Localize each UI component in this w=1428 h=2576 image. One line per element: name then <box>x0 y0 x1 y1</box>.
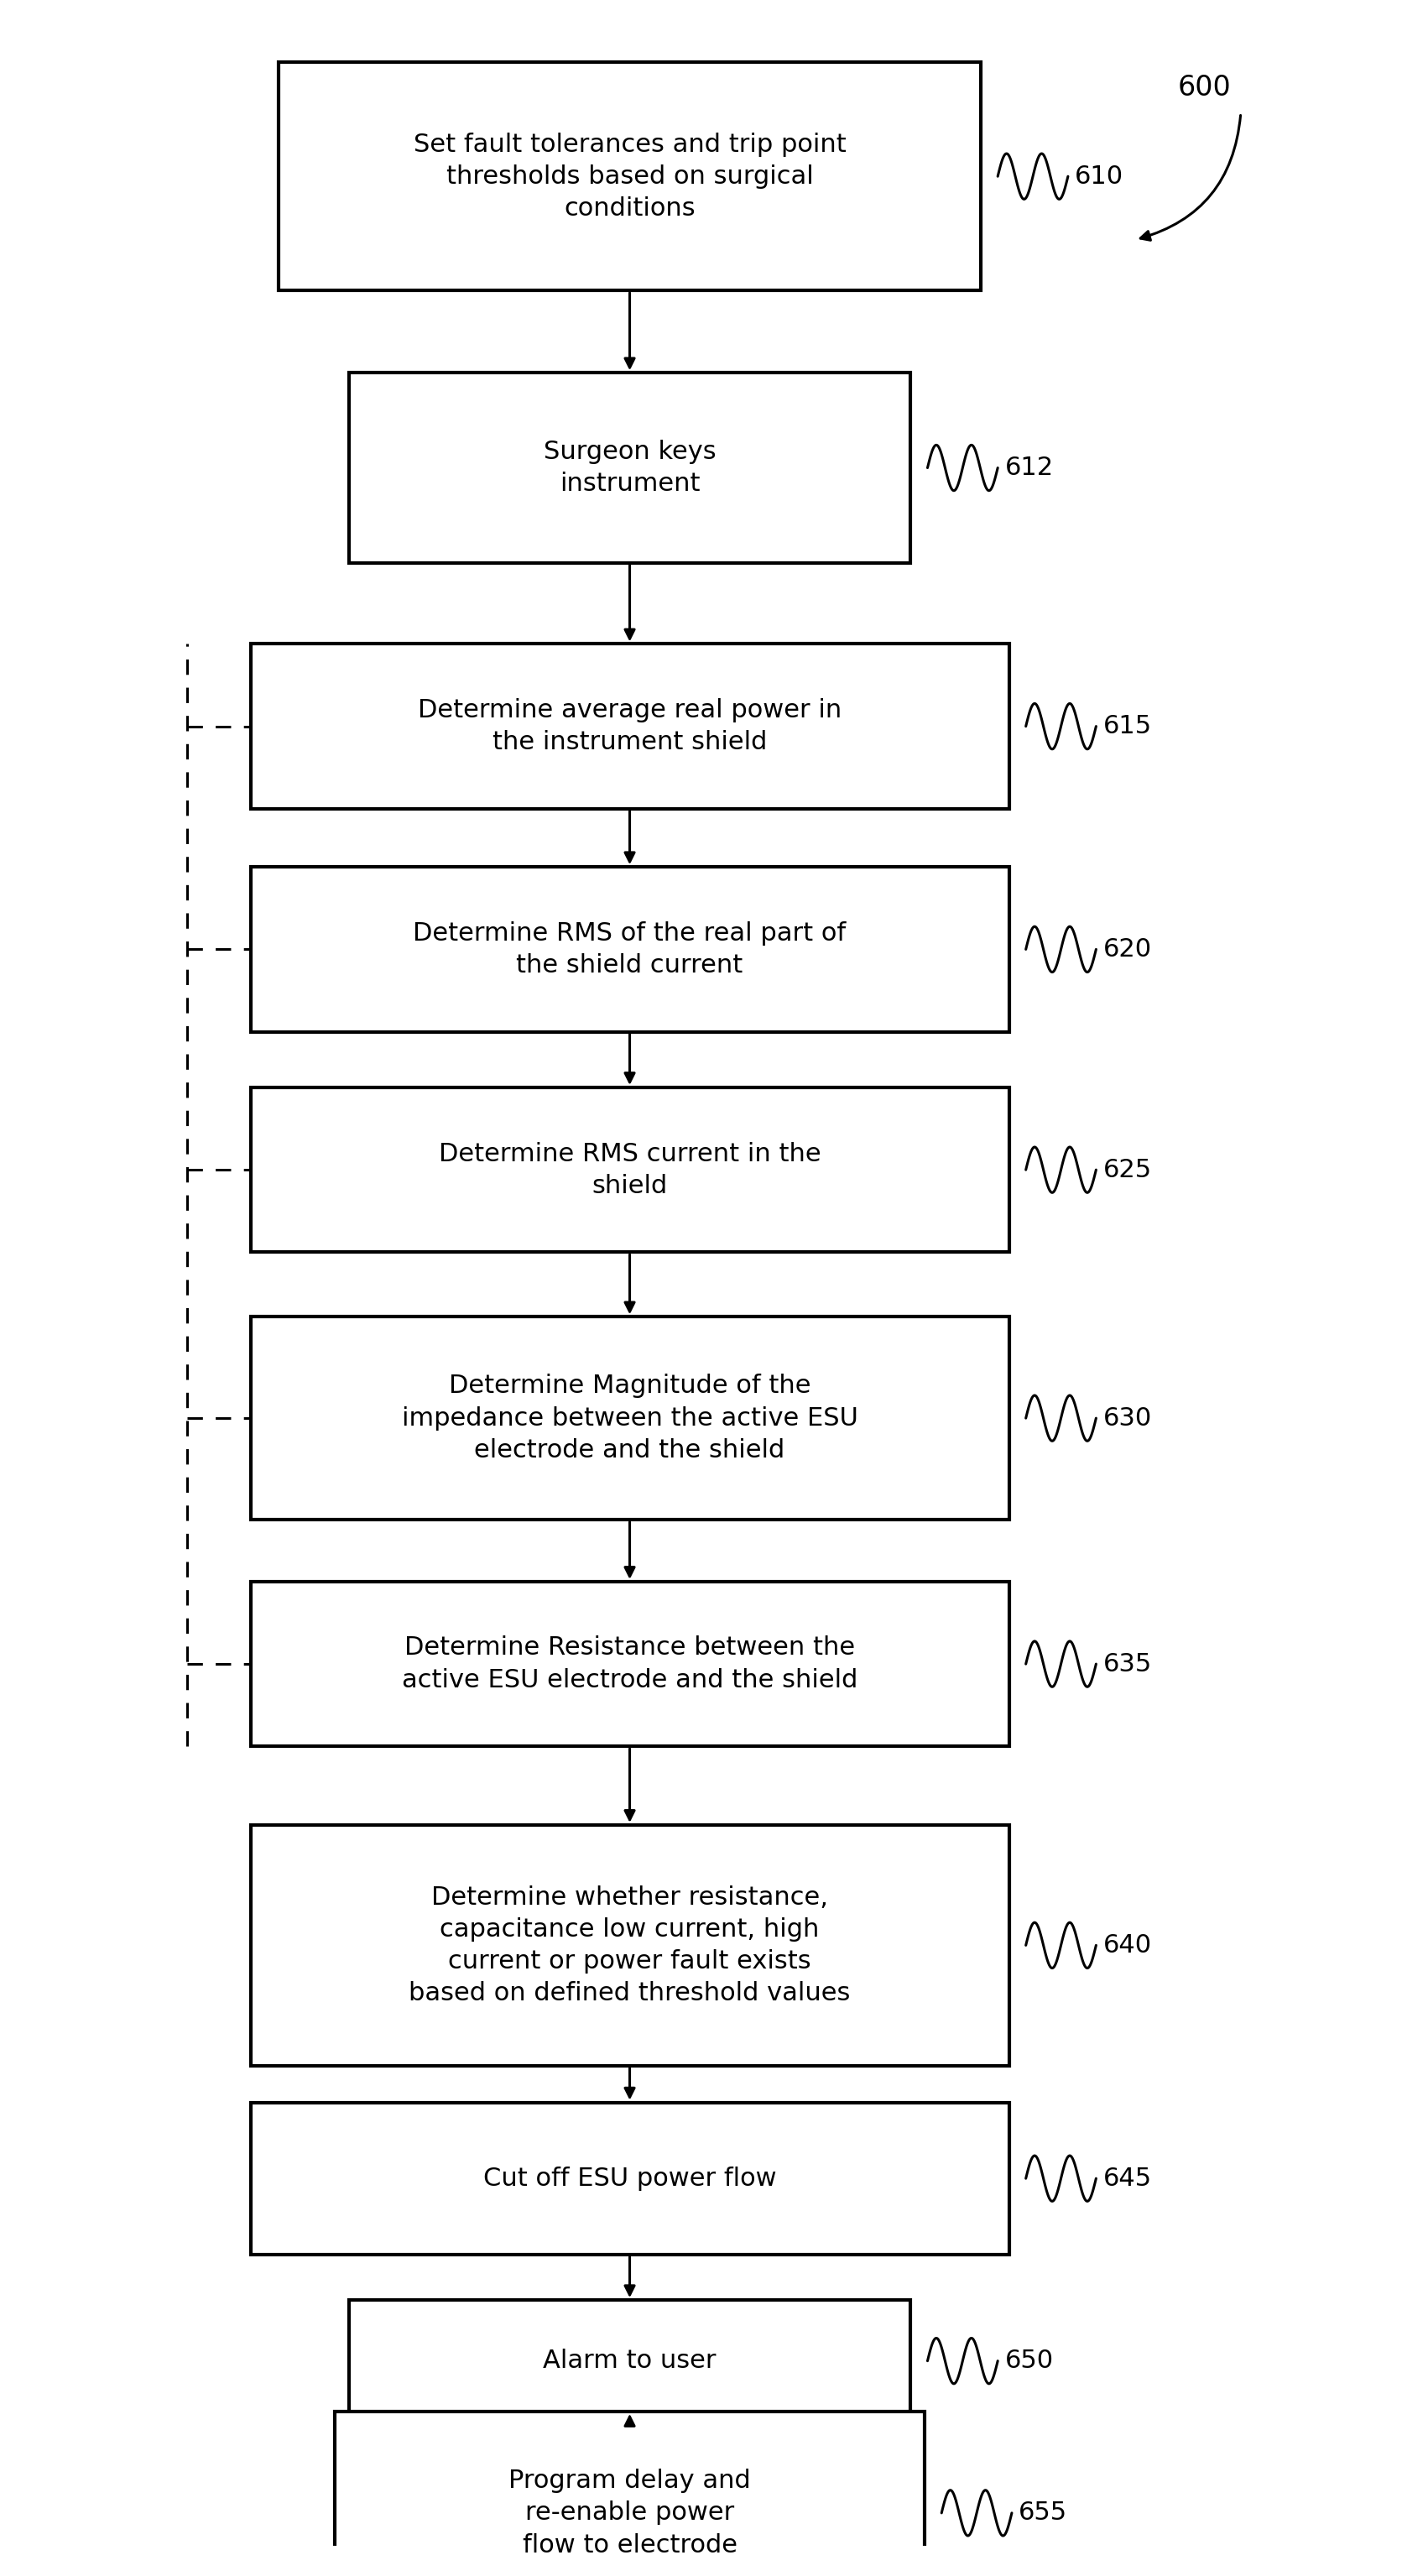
Bar <box>250 2102 1010 2254</box>
Text: Determine Magnitude of the
impedance between the active ESU
electrode and the sh: Determine Magnitude of the impedance bet… <box>401 1373 858 1463</box>
Text: Determine RMS of the real part of
the shield current: Determine RMS of the real part of the sh… <box>413 922 847 976</box>
Text: 620: 620 <box>1102 938 1152 961</box>
Text: 630: 630 <box>1102 1406 1152 1430</box>
Text: Cut off ESU power flow: Cut off ESU power flow <box>483 2166 777 2190</box>
Text: 610: 610 <box>1075 165 1124 188</box>
Text: 625: 625 <box>1102 1157 1152 1182</box>
Text: Determine average real power in
the instrument shield: Determine average real power in the inst… <box>418 698 841 755</box>
Bar <box>250 1582 1010 1747</box>
Text: 612: 612 <box>1005 456 1054 479</box>
Text: 650: 650 <box>1005 2349 1054 2372</box>
Text: Determine RMS current in the
shield: Determine RMS current in the shield <box>438 1141 821 1198</box>
Bar <box>250 868 1010 1033</box>
Text: 600: 600 <box>1178 75 1231 100</box>
Text: Surgeon keys
instrument: Surgeon keys instrument <box>544 440 715 497</box>
Bar <box>250 1824 1010 2066</box>
Text: Alarm to user: Alarm to user <box>543 2349 717 2372</box>
Bar <box>250 1087 1010 1252</box>
Text: 645: 645 <box>1102 2166 1152 2190</box>
Text: 635: 635 <box>1102 1651 1152 1677</box>
Bar <box>278 62 981 291</box>
Text: Determine whether resistance,
capacitance low current, high
current or power fau: Determine whether resistance, capacitanc… <box>408 1886 851 2007</box>
Text: Determine Resistance between the
active ESU electrode and the shield: Determine Resistance between the active … <box>401 1636 858 1692</box>
Text: Program delay and
re-enable power
flow to electrode: Program delay and re-enable power flow t… <box>508 2468 751 2558</box>
Bar <box>348 374 911 562</box>
Text: 615: 615 <box>1102 714 1152 739</box>
Bar <box>348 2300 911 2421</box>
Bar <box>334 2411 925 2576</box>
Text: 640: 640 <box>1102 1932 1152 1958</box>
Text: Set fault tolerances and trip point
thresholds based on surgical
conditions: Set fault tolerances and trip point thre… <box>413 131 845 222</box>
Bar <box>250 644 1010 809</box>
Bar <box>250 1316 1010 1520</box>
Text: 655: 655 <box>1018 2501 1068 2524</box>
